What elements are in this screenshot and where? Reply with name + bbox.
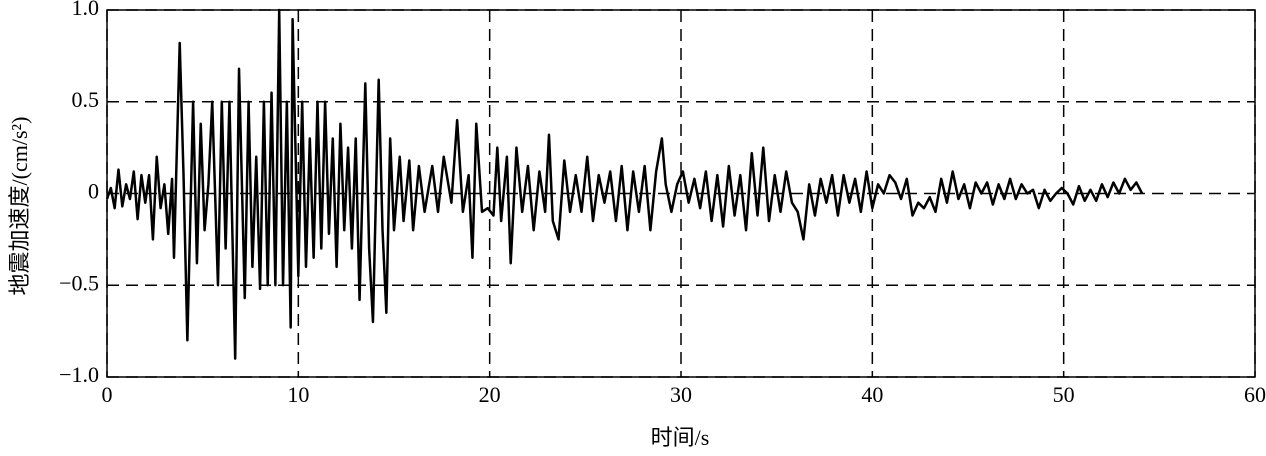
- y-tick-label: 0.5: [72, 87, 100, 112]
- x-tick-label: 10: [287, 382, 309, 407]
- x-tick-label: 50: [1053, 382, 1075, 407]
- x-tick-label: 30: [670, 382, 692, 407]
- y-tick-label: −1.0: [59, 362, 99, 387]
- y-tick-label: −0.5: [59, 270, 99, 295]
- x-tick-label: 40: [861, 382, 883, 407]
- x-axis-label: 时间/s: [651, 425, 710, 450]
- y-tick-label: 1.0: [72, 0, 100, 20]
- plot-frame: [106, 9, 1256, 378]
- x-tick-label: 60: [1244, 382, 1266, 407]
- y-tick-label: 0: [88, 179, 99, 204]
- x-tick-label: 20: [479, 382, 501, 407]
- x-tick-label: 0: [102, 382, 113, 407]
- data-line: [105, 8, 1144, 360]
- y-axis-label: 地震加速度/(cm/s²): [7, 117, 32, 296]
